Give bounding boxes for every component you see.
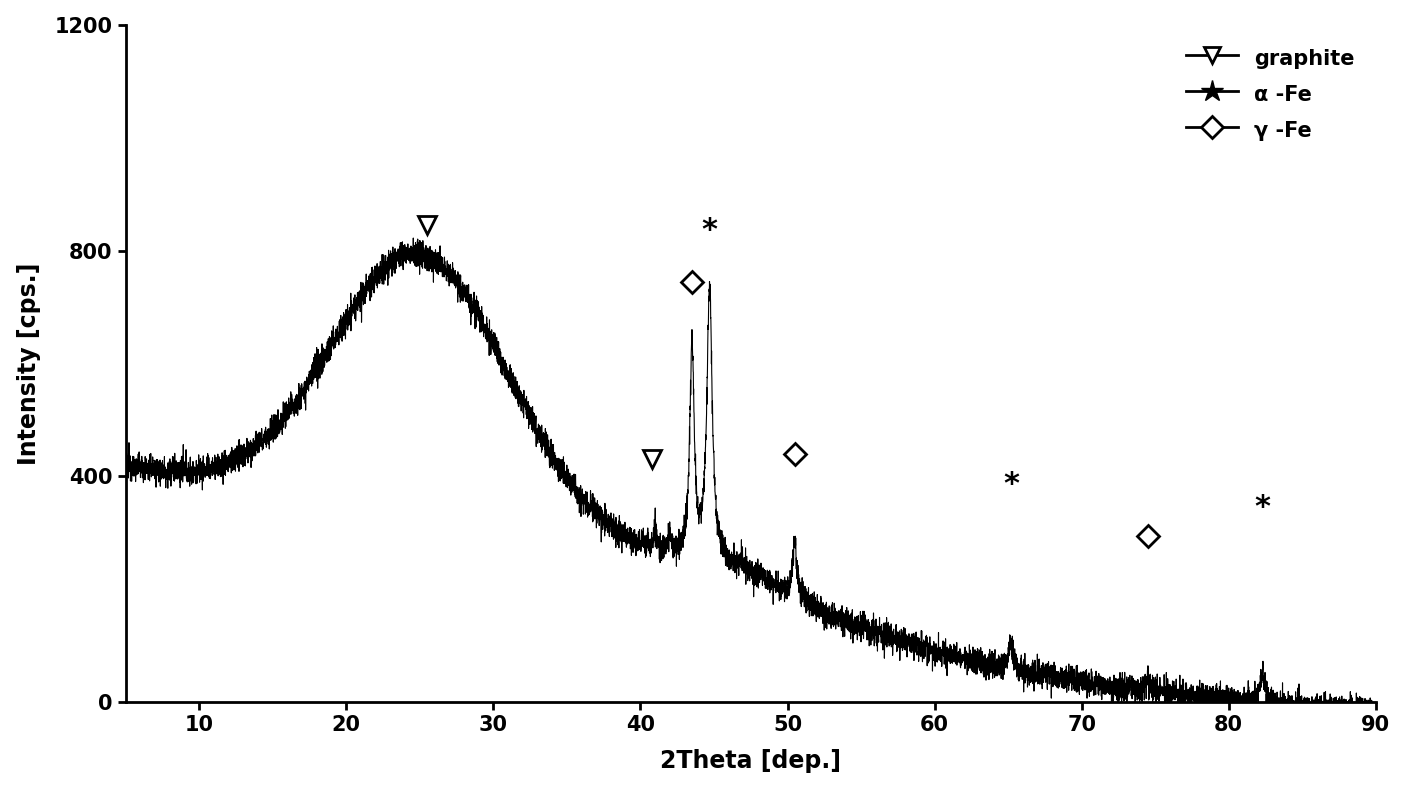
Text: *: * — [1003, 470, 1019, 499]
Legend: graphite, α -Fe, γ -Fe: graphite, α -Fe, γ -Fe — [1175, 35, 1365, 153]
X-axis label: 2Theta [dep.]: 2Theta [dep.] — [660, 750, 841, 773]
Text: *: * — [1255, 492, 1271, 521]
Text: *: * — [702, 216, 718, 245]
Y-axis label: Intensity [cps.]: Intensity [cps.] — [17, 262, 41, 465]
